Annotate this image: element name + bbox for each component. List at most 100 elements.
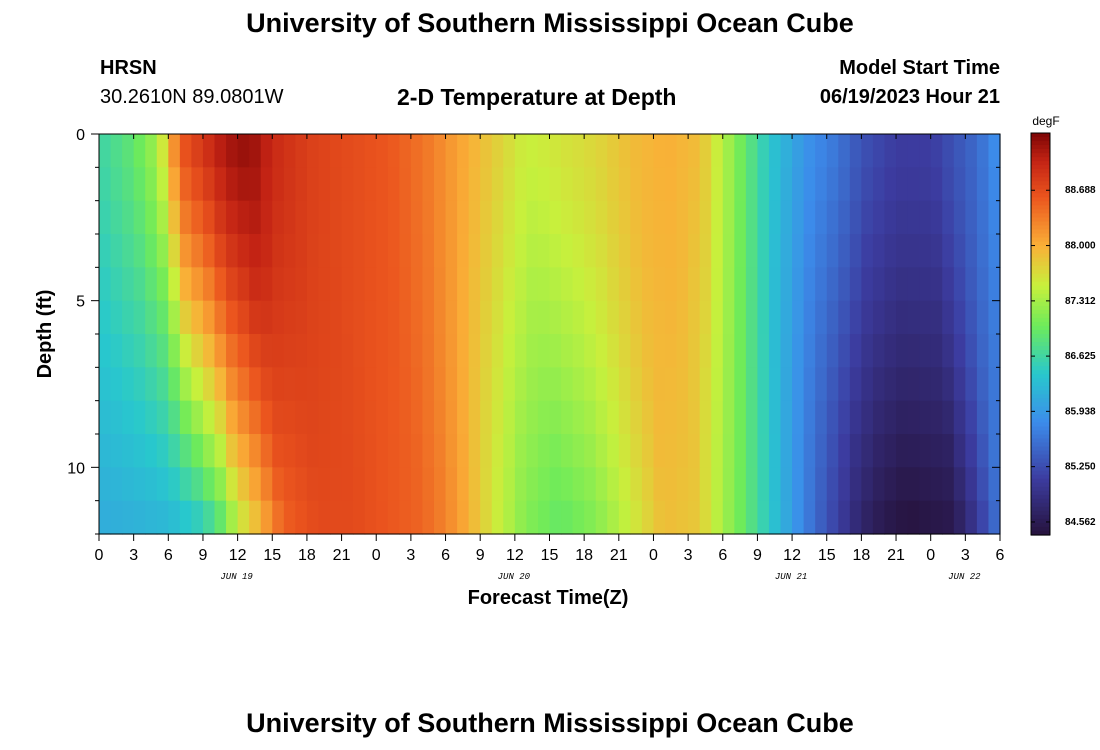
heatmap-cell (387, 234, 400, 268)
heatmap-cell (237, 267, 250, 302)
heatmap-cell (676, 134, 689, 168)
heatmap-cell (156, 434, 169, 468)
heatmap-cell (341, 434, 354, 468)
heatmap-cell (630, 267, 643, 302)
heatmap-cell (457, 300, 470, 335)
heatmap-cell (976, 234, 990, 268)
heatmap-cell (295, 200, 308, 235)
heatmap-cell (306, 400, 320, 435)
heatmap-cell (445, 500, 458, 535)
heatmap-cell (757, 234, 770, 268)
heatmap-cell (745, 334, 759, 368)
colorbar-segment (1031, 149, 1050, 154)
heatmap-cell (503, 167, 516, 202)
colorbar-segment (1031, 237, 1050, 243)
colorbar-segment (1031, 141, 1050, 146)
heatmap-cell (653, 500, 666, 535)
heatmap-cell (226, 267, 239, 302)
heatmap-cell (965, 134, 978, 168)
heatmap-cell (699, 234, 712, 268)
heatmap-cell (283, 134, 296, 168)
heatmap-cell (965, 367, 978, 402)
heatmap-cell (849, 434, 862, 468)
heatmap-cell (896, 434, 909, 468)
heatmap-cell (283, 400, 296, 435)
heatmap-cell (896, 167, 909, 202)
heatmap-cell (480, 267, 493, 302)
heatmap-cell (699, 167, 712, 202)
heatmap-cell (399, 267, 412, 302)
model-start-value: 06/19/2023 Hour 21 (819, 86, 1000, 108)
heatmap-cell (480, 167, 493, 202)
heatmap-cell (526, 500, 539, 535)
heatmap-cell (110, 267, 123, 302)
colorbar-segment (1031, 301, 1050, 307)
heatmap-cell (226, 234, 239, 268)
heatmap-cell (884, 434, 897, 468)
heatmap-cell (445, 434, 458, 468)
heatmap-cell (433, 467, 447, 502)
heatmap-cell (665, 200, 678, 235)
heatmap-cell (480, 500, 493, 535)
heatmap-cell (942, 267, 955, 302)
heatmap-cell (249, 334, 262, 368)
heatmap-cell (595, 400, 608, 435)
heatmap-cell (722, 267, 735, 302)
heatmap-cell (399, 400, 412, 435)
colorbar-segment (1031, 297, 1050, 303)
heatmap-cell (364, 300, 377, 335)
heatmap-cell (618, 434, 631, 468)
heatmap-cell (722, 200, 735, 235)
heatmap-cell (202, 434, 216, 468)
heatmap-cell (907, 134, 920, 168)
heatmap-cell (353, 467, 366, 502)
heatmap-cell (306, 267, 320, 302)
heatmap-cell (191, 467, 204, 502)
heatmap-cell (272, 434, 285, 468)
heatmap-cell (838, 400, 851, 435)
x-tick-label: 9 (753, 547, 762, 564)
heatmap-cell (976, 434, 990, 468)
heatmap-cell (988, 400, 1001, 435)
colorbar-segment (1031, 402, 1050, 407)
heatmap-cell (572, 467, 585, 502)
colorbar-tick-label: 88.000 (1065, 241, 1096, 252)
heatmap-cell (641, 467, 655, 502)
heatmap-cell (653, 267, 666, 302)
heatmap-cell (272, 267, 285, 302)
heatmap-cell (584, 400, 597, 435)
heatmap-cell (249, 367, 262, 402)
heatmap-cell (122, 234, 135, 268)
heatmap-cell (445, 400, 458, 435)
heatmap-cell (191, 134, 204, 168)
heatmap-cell (768, 500, 782, 535)
heatmap-cell (826, 434, 839, 468)
heatmap-cell (641, 500, 655, 535)
heatmap-cell (168, 467, 181, 502)
heatmap-cell (433, 400, 447, 435)
heatmap-cell (330, 434, 343, 468)
heatmap-cell (260, 167, 273, 202)
heatmap-cell (953, 267, 966, 302)
heatmap-cell (295, 334, 308, 368)
heatmap-cell (572, 267, 585, 302)
heatmap-cell (110, 200, 123, 235)
heatmap-cell (145, 234, 158, 268)
colorbar-segment (1031, 470, 1050, 476)
heatmap-cell (826, 167, 839, 202)
heatmap-cell (526, 267, 539, 302)
heatmap-cell (942, 434, 955, 468)
heatmap-cell (988, 334, 1001, 368)
heatmap-cell (896, 134, 909, 168)
heatmap-cell (907, 434, 920, 468)
heatmap-cell (768, 300, 782, 335)
heatmap-cell (168, 234, 181, 268)
heatmap-cell (549, 167, 562, 202)
heatmap-cell (330, 200, 343, 235)
heatmap-cell (572, 367, 585, 402)
heatmap-cell (988, 500, 1001, 535)
heatmap-cell (861, 300, 874, 335)
heatmap-cell (607, 167, 620, 202)
heatmap-cell (260, 334, 273, 368)
heatmap-cell (133, 234, 146, 268)
